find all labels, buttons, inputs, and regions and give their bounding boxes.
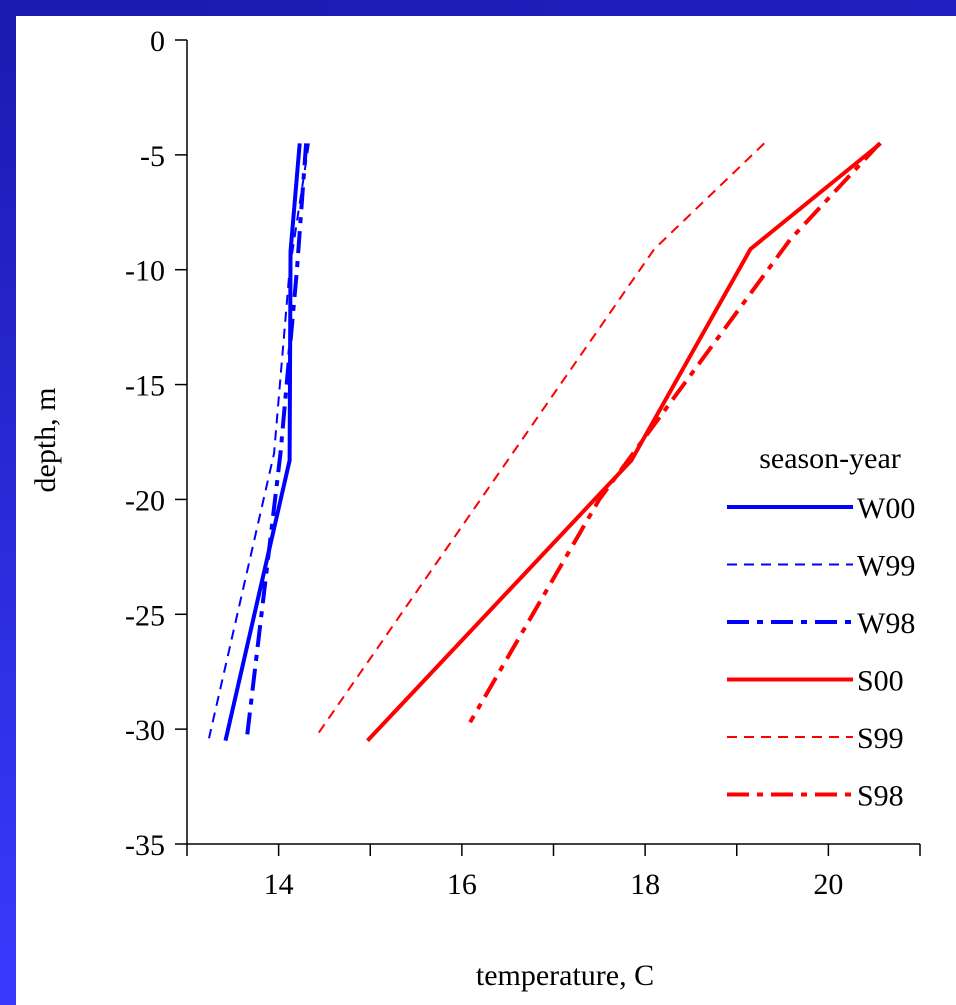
y-tick-label: -5 xyxy=(140,140,165,173)
legend-label: S98 xyxy=(857,780,904,813)
y-tick-label: -15 xyxy=(125,370,165,403)
y-tick-label: -10 xyxy=(125,255,165,288)
top-band xyxy=(0,0,956,16)
series-line xyxy=(468,142,882,724)
x-tick-label: 20 xyxy=(813,868,843,901)
y-tick-label: -35 xyxy=(125,829,165,862)
legend-label: S99 xyxy=(857,722,904,755)
legend-label: S00 xyxy=(857,665,904,698)
x-tick-label: 16 xyxy=(447,868,477,901)
y-axis-label: depth, m xyxy=(29,388,62,493)
x-tick-label: 14 xyxy=(264,868,294,901)
series-line xyxy=(244,143,309,741)
y-tick-label: -20 xyxy=(125,484,165,517)
left-band xyxy=(0,0,16,1005)
series-line xyxy=(366,141,882,743)
y-tick-label: -25 xyxy=(125,599,165,632)
y-tick-label: -30 xyxy=(125,714,165,747)
legend-label: W98 xyxy=(857,607,915,640)
series-line xyxy=(223,143,302,742)
legend-title: season-year xyxy=(759,442,901,475)
series-line xyxy=(317,142,765,735)
y-tick-label: 0 xyxy=(150,25,165,58)
legend-label: W00 xyxy=(857,492,915,525)
legend-label: W99 xyxy=(857,550,915,583)
x-axis-label: temperature, C xyxy=(476,959,654,992)
x-tick-label: 18 xyxy=(630,868,660,901)
